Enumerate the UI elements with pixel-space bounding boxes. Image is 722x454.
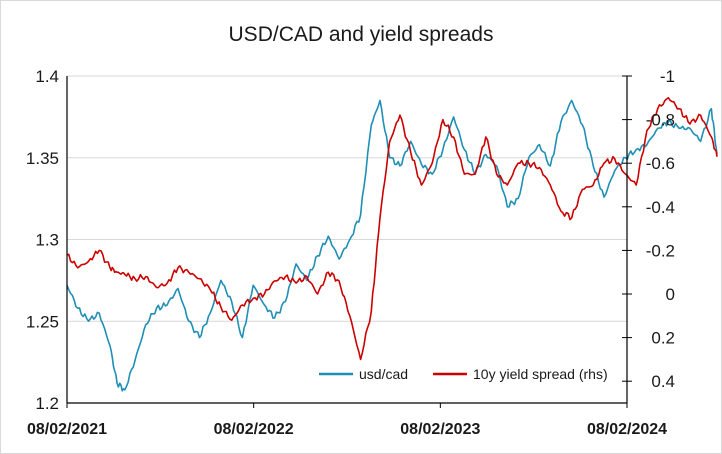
y2-tick-label: 0.4 [651,372,675,391]
series-layer [66,97,718,392]
y2-tick-label: 0 [666,285,675,304]
y2-tick-label: -0.4 [646,198,675,217]
legend-label-usd-cad: usd/cad [359,366,408,382]
x-axis-labels: 08/02/2021 08/02/2022 08/02/2023 08/02/2024 [27,421,667,438]
chart-title: USD/CAD and yield spreads [229,23,494,46]
y2-tick-label: -0.6 [646,154,675,173]
x-tick-label: 08/02/2022 [214,421,294,438]
y-tick-label: 1.3 [35,231,59,250]
gridlines [67,75,627,322]
y2-tick-label: -0.2 [646,241,675,260]
y2-tick-label: 0.2 [651,329,675,348]
legend-label-yield-spread: 10y yield spread (rhs) [473,366,608,382]
y-tick-label: 1.4 [35,67,59,86]
x-tick-label: 08/02/2021 [27,421,107,438]
right-axis-labels: -1 -0.8 -0.6 -0.4 -0.2 0 0.2 0.4 [646,67,675,391]
y2-tick-label: -0.8 [646,111,675,130]
usd-cad-line [66,99,718,392]
legend: usd/cad 10y yield spread (rhs) [319,366,608,382]
y-tick-label: 1.25 [26,312,59,331]
left-axis-labels: 1.2 1.25 1.3 1.35 1.4 [26,67,59,413]
y-tick-label: 1.35 [26,149,59,168]
y2-tick-label: -1 [660,67,675,86]
y-tick-label: 1.2 [35,394,59,413]
yield-spread-line [66,97,718,361]
x-tick-label: 08/02/2024 [587,421,667,438]
axes [66,75,632,408]
x-tick-label: 08/02/2023 [400,421,480,438]
